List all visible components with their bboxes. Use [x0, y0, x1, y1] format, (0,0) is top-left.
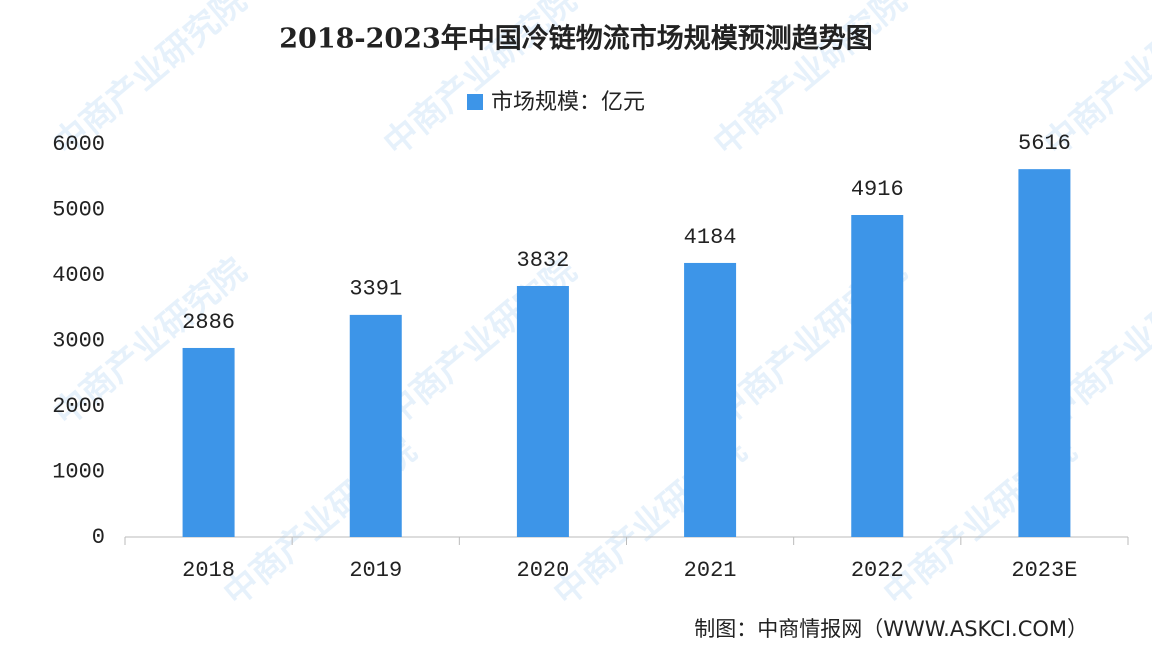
bar [182, 347, 235, 537]
y-tick-label: 4000 [52, 263, 105, 288]
data-label: 4916 [851, 177, 904, 202]
bar [349, 314, 402, 537]
y-tick-label: 1000 [52, 459, 105, 484]
y-tick-label: 6000 [52, 132, 105, 157]
bar [1018, 169, 1071, 538]
source-note: 制图：中商情报网（WWW.ASKCI.COM） [694, 617, 1088, 641]
bar [516, 286, 569, 537]
data-label: 3391 [349, 277, 402, 302]
bar [851, 215, 904, 537]
x-tick-label: 2023E [1011, 558, 1077, 583]
x-tick-label: 2020 [517, 558, 570, 583]
x-tick-label: 2019 [349, 558, 402, 583]
y-tick-label: 0 [92, 525, 105, 550]
y-tick-label: 5000 [52, 197, 105, 222]
data-label: 4184 [684, 225, 737, 250]
x-tick-label: 2022 [851, 558, 904, 583]
chart-title: 2018-2023年中国冷链物流市场规模预测趋势图 [279, 23, 873, 55]
data-label: 2886 [182, 310, 235, 335]
legend-swatch [467, 94, 483, 110]
x-tick-label: 2021 [684, 558, 737, 583]
legend-label: 市场规模：亿元 [491, 90, 645, 115]
bar [684, 262, 737, 537]
data-label: 5616 [1018, 131, 1071, 156]
data-label: 3832 [517, 248, 570, 273]
y-tick-label: 3000 [52, 328, 105, 353]
x-tick-label: 2018 [182, 558, 235, 583]
y-tick-label: 2000 [52, 394, 105, 419]
